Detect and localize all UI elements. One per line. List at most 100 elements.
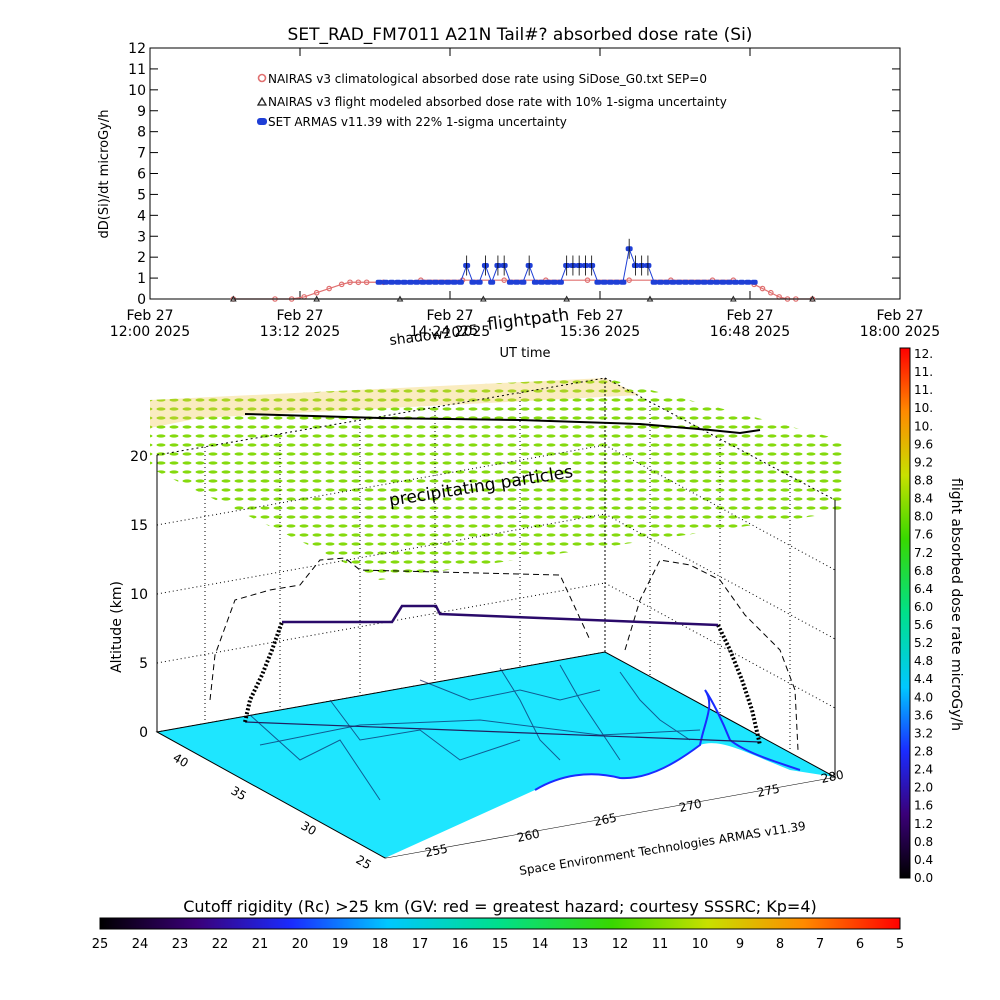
descent-trace bbox=[716, 624, 762, 746]
data-point bbox=[488, 279, 496, 285]
legend-item-armas: SET ARMAS v11.39 with 22% 1-sigma uncert… bbox=[257, 115, 567, 129]
rigidity-tick-label: 14 bbox=[532, 937, 549, 952]
x-tick-label: 15:36 2025 bbox=[560, 324, 640, 340]
colorbar-tick-label: 0.4 bbox=[914, 853, 933, 867]
altitude-tick-label: 10 bbox=[130, 587, 148, 603]
data-point bbox=[731, 279, 739, 285]
colorbar-tick-label: 2.0 bbox=[914, 781, 933, 795]
x-tick-label: Feb 27 bbox=[276, 308, 323, 324]
data-point bbox=[475, 279, 483, 285]
longitude-tick-label: 275 bbox=[756, 781, 781, 799]
data-point bbox=[506, 279, 514, 285]
colorbar-tick-label: 7.2 bbox=[914, 546, 933, 560]
longitude-tick-label: 280 bbox=[820, 767, 845, 785]
y-axis-label: dD(Si)/dt microGy/h bbox=[97, 110, 112, 239]
rigidity-tick-label: 17 bbox=[412, 937, 429, 952]
colorbar-tick-label: 9.6 bbox=[914, 437, 933, 451]
series-line bbox=[233, 279, 813, 300]
longitude-tick-label: 260 bbox=[516, 826, 541, 844]
data-point bbox=[438, 279, 446, 285]
cutoff-rigidity-colorbar bbox=[99, 917, 901, 930]
legend-label-armas: SET ARMAS v11.39 with 22% 1-sigma uncert… bbox=[268, 115, 567, 129]
longitude-tick-label: 270 bbox=[678, 796, 703, 814]
colorbar-tick-label: 5.6 bbox=[914, 618, 933, 632]
colorbar-tick-label: 5.2 bbox=[914, 636, 933, 650]
data-point bbox=[729, 295, 737, 302]
data-point bbox=[313, 295, 321, 302]
flight-path-top bbox=[244, 413, 761, 435]
latitude-axis: 25 30 35 40 bbox=[171, 750, 374, 872]
y-tick-label: 12 bbox=[128, 41, 146, 57]
rigidity-tick-label: 18 bbox=[372, 937, 389, 952]
state-border bbox=[419, 679, 601, 701]
legend-marker-climatological bbox=[257, 73, 267, 83]
data-point bbox=[479, 295, 487, 302]
colorbar-tick-label: 0.8 bbox=[914, 835, 933, 849]
rigidity-tick-label: 24 bbox=[132, 937, 149, 952]
data-point bbox=[419, 279, 427, 285]
colorbar-tick-label: 1.2 bbox=[914, 817, 933, 831]
data-point bbox=[501, 277, 507, 283]
x-tick-label: Feb 27 bbox=[426, 308, 473, 324]
rigidity-tick-label: 15 bbox=[492, 937, 509, 952]
x-tick-label: Feb 27 bbox=[576, 308, 623, 324]
y-tick-label: 3 bbox=[137, 229, 146, 245]
dose-rate-colorbar bbox=[899, 347, 911, 879]
colorbar-tick-label: 3.2 bbox=[914, 726, 933, 740]
data-point bbox=[606, 279, 614, 285]
data-point bbox=[363, 279, 370, 286]
data-point bbox=[759, 285, 766, 292]
credit-label: Space Environment Technologies ARMAS v11… bbox=[518, 819, 806, 878]
data-point bbox=[388, 279, 396, 285]
y-tick-label: 9 bbox=[137, 104, 146, 120]
y-tick-label: 6 bbox=[137, 167, 146, 183]
data-point bbox=[556, 279, 564, 285]
legend-label-modeled: NAIRAS v3 flight modeled absorbed dose r… bbox=[268, 95, 727, 109]
rigidity-tick-label: 20 bbox=[292, 937, 309, 952]
altitude-tick-label: 15 bbox=[130, 518, 148, 534]
x-tick-label: Feb 27 bbox=[726, 308, 773, 324]
data-point bbox=[400, 279, 408, 285]
data-point bbox=[613, 279, 621, 285]
altitude-axis-label: Altitude (km) bbox=[109, 581, 125, 673]
cutoff-rigidity-ticks: 25 24 23 22 21 20 19 18 17 16 15 14 13 12 11 10 9 8 7 6 5 bbox=[92, 937, 904, 952]
legend-item-climatological: NAIRAS v3 climatological absorbed dose r… bbox=[257, 72, 707, 86]
shadow-trace bbox=[209, 557, 799, 751]
data-point bbox=[719, 279, 727, 285]
y-tick-label: 11 bbox=[128, 62, 146, 78]
legend-marker-armas bbox=[257, 118, 267, 125]
flight-path bbox=[282, 604, 719, 627]
data-point bbox=[694, 279, 702, 285]
data-point bbox=[531, 279, 539, 285]
latitude-tick-label: 25 bbox=[354, 852, 374, 872]
data-point bbox=[700, 279, 708, 285]
data-point bbox=[563, 295, 571, 302]
data-point bbox=[375, 279, 383, 285]
rigidity-tick-label: 22 bbox=[212, 937, 229, 952]
colorbar-tick-label: 9.2 bbox=[914, 455, 933, 469]
3d-flight-scene: shadow2025 flightpath precipitating part… bbox=[109, 305, 845, 878]
colorbar-tick-label: 3.6 bbox=[914, 708, 933, 722]
data-point bbox=[413, 279, 421, 285]
y-tick-label: 2 bbox=[137, 250, 146, 266]
y-tick-label: 8 bbox=[137, 125, 146, 141]
colorbar-tick-label: 7.6 bbox=[914, 528, 933, 542]
colorbar-tick-label: 0.0 bbox=[914, 871, 933, 885]
rigidity-tick-label: 21 bbox=[252, 937, 269, 952]
cutoff-rigidity-label: Cutoff rigidity (Rc) >25 km (GV: red = g… bbox=[183, 897, 817, 916]
state-border bbox=[499, 667, 561, 761]
y-tick-label: 1 bbox=[137, 271, 146, 287]
altitude-gridlines bbox=[156, 393, 836, 752]
state-border bbox=[619, 671, 691, 741]
rigidity-tick-label: 16 bbox=[452, 937, 469, 952]
legend-marker-modeled bbox=[256, 96, 268, 106]
colorbar-tick-label: 11. bbox=[914, 383, 933, 397]
data-point bbox=[656, 279, 664, 285]
data-point bbox=[725, 279, 733, 285]
annotation-flightpath: flightpath bbox=[486, 305, 570, 335]
colorbar-tick-label: 6.4 bbox=[914, 582, 933, 596]
data-point bbox=[538, 279, 546, 285]
